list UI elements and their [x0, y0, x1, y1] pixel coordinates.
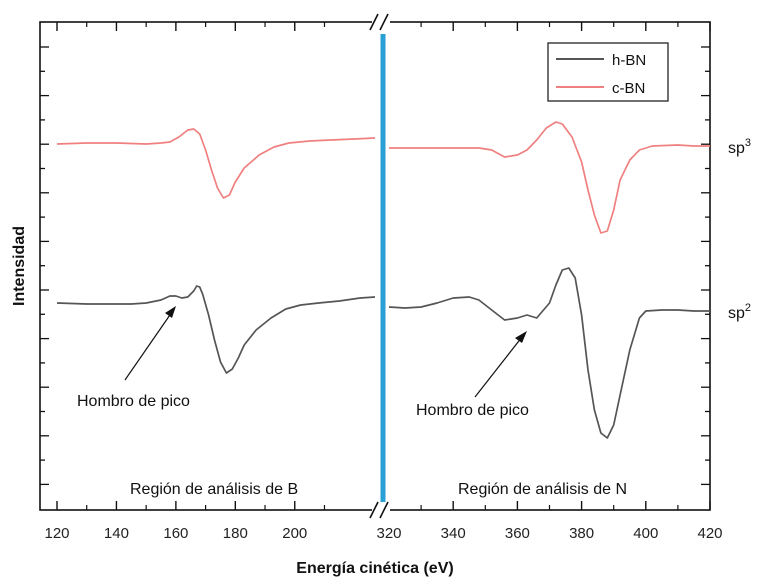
annotation-left: Hombro de pico	[77, 306, 190, 410]
series-lines	[56, 121, 710, 439]
side-label-sp3: sp3	[728, 137, 751, 157]
annotation-text-left: Hombro de pico	[77, 393, 190, 410]
annotation-arrow-left	[124, 311, 173, 381]
legend-label-h-bn: h-BN	[612, 52, 646, 69]
x-tick-label: 420	[697, 525, 722, 542]
x-tick-label: 320	[376, 525, 401, 542]
annotation-text-right: Hombro de pico	[416, 402, 529, 419]
legend-box	[547, 42, 669, 102]
x-tick-label: 400	[633, 525, 658, 542]
series-line-c-bn-right	[389, 121, 710, 234]
region-label-b: Región de análisis de B	[130, 481, 298, 498]
series-line-h-bn-left	[56, 285, 376, 374]
side-label-sp2: sp2	[728, 302, 751, 322]
annotation-arrowhead-left	[165, 306, 176, 318]
annotation-right: Hombro de pico	[416, 331, 529, 419]
x-tick-label: 120	[44, 525, 69, 542]
region-label-n: Región de análisis de N	[458, 481, 627, 498]
x-tick-label: 140	[104, 525, 129, 542]
x-tick-label: 160	[163, 525, 188, 542]
x-tick-label: 340	[441, 525, 466, 542]
x-tick-labels: 120 140 160 180 200 320 340 360 380 400 420	[44, 525, 722, 542]
x-tick-label: 380	[569, 525, 594, 542]
x-tick-label: 200	[282, 525, 307, 542]
x-tick-label: 180	[223, 525, 248, 542]
axis-break-bottom	[369, 500, 390, 520]
series-line-c-bn-left	[56, 128, 376, 199]
y-axis-title: Intensidad	[11, 226, 28, 306]
legend: h-BN c-BN	[547, 42, 669, 102]
annotation-arrow-right	[474, 336, 523, 398]
x-axis-title: Energía cinética (eV)	[296, 560, 453, 577]
legend-label-c-bn: c-BN	[612, 80, 645, 97]
x-tick-label: 360	[505, 525, 530, 542]
series-line-h-bn-right	[388, 267, 710, 439]
annotation-arrowhead-right	[515, 331, 527, 343]
axis-break-top	[369, 12, 390, 32]
